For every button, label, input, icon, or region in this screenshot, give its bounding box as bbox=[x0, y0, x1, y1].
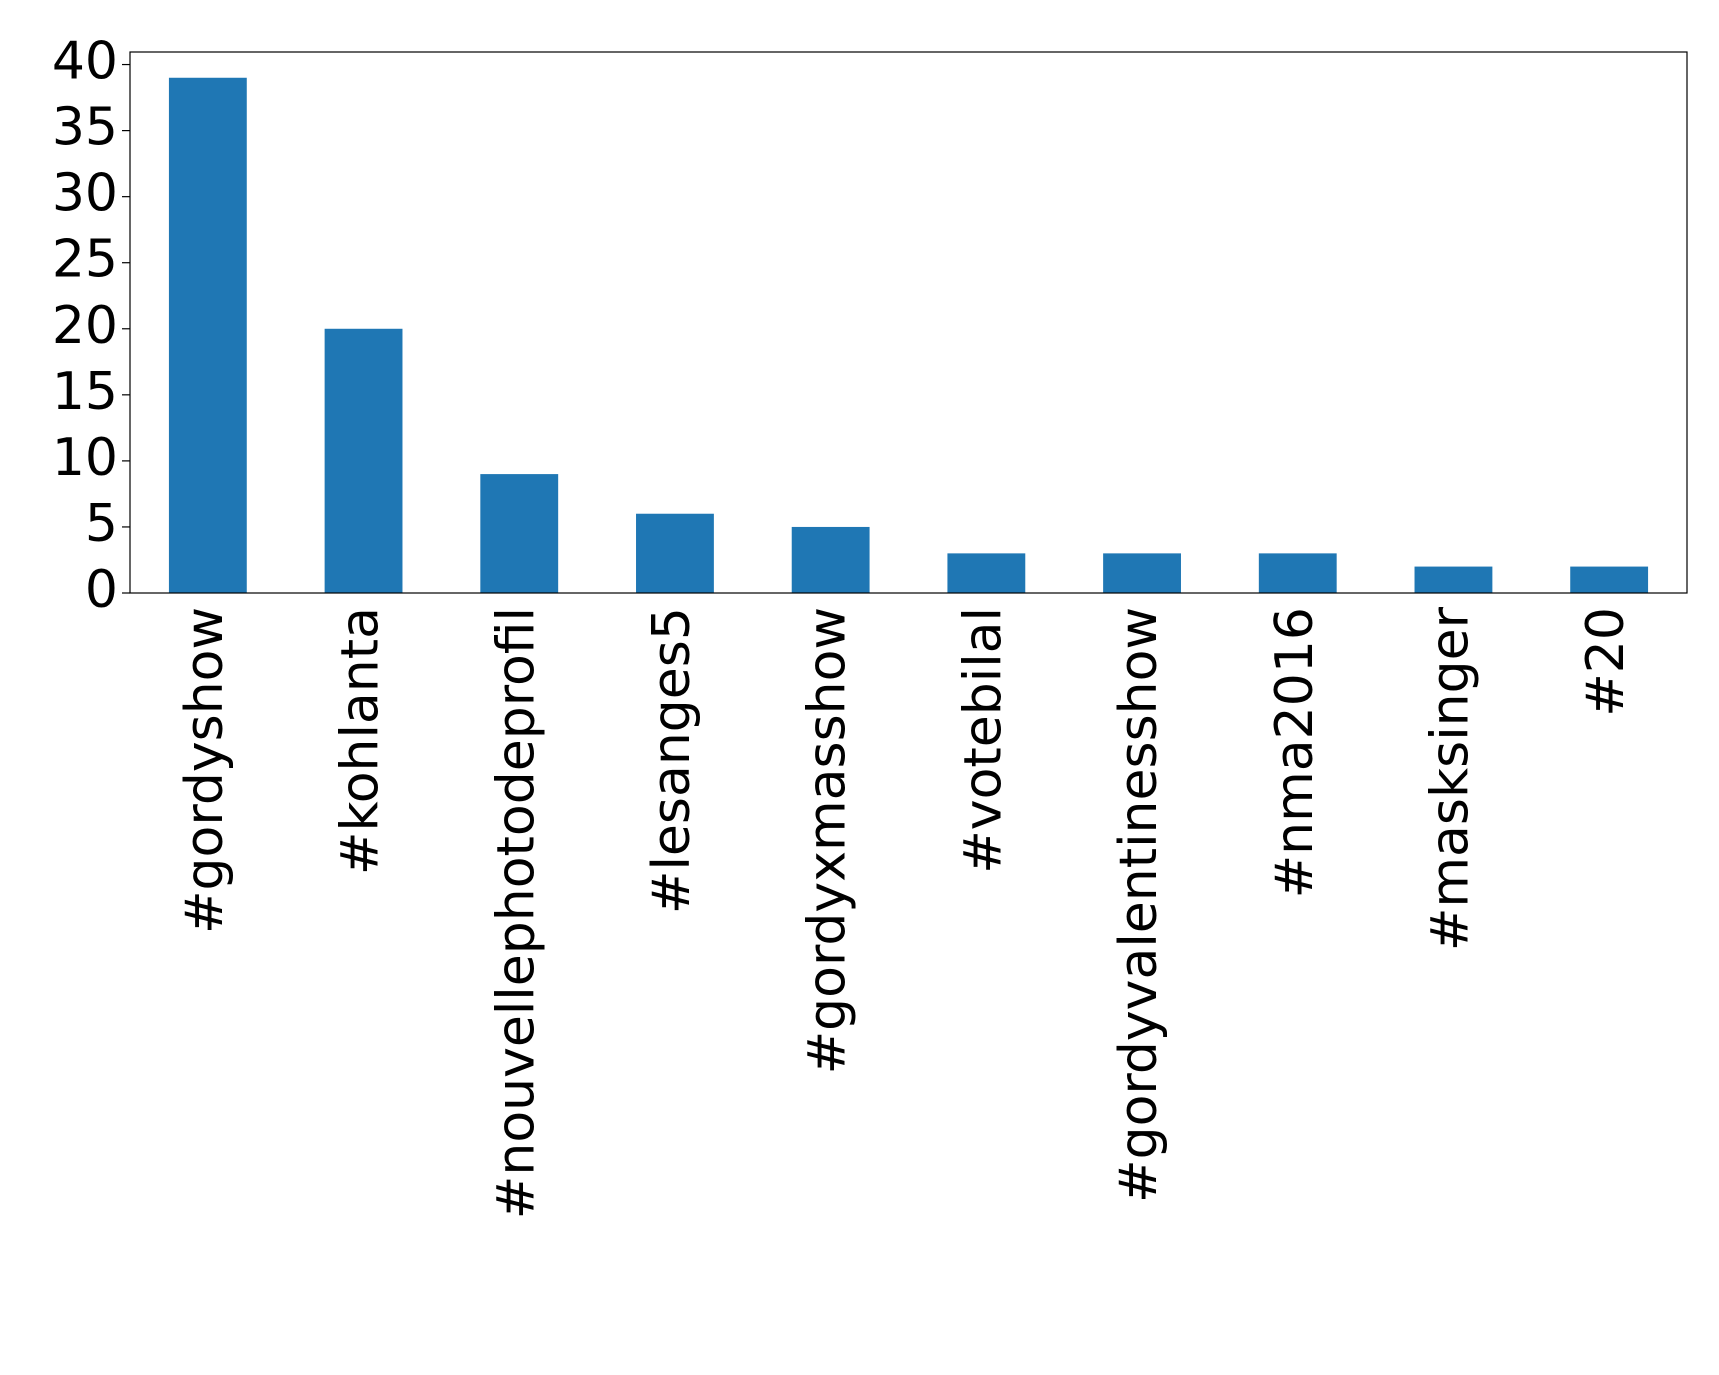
y-tick-label: 30 bbox=[52, 164, 118, 224]
y-tick-label: 40 bbox=[52, 32, 118, 92]
x-tick-label: #masksinger bbox=[1420, 606, 1480, 951]
bar bbox=[1414, 566, 1493, 593]
x-tick-label: #gordyxmasshow bbox=[798, 607, 858, 1074]
bar bbox=[1103, 553, 1181, 593]
bar bbox=[324, 328, 403, 593]
x-tick-label: #gordyshow bbox=[175, 607, 235, 934]
bar bbox=[480, 474, 559, 593]
x-tick-label: #nma2016 bbox=[1265, 607, 1325, 898]
x-tick-label: #votebilal bbox=[953, 607, 1013, 874]
y-tick-label: 5 bbox=[85, 494, 118, 554]
x-tick-label: #kohlanta bbox=[331, 607, 391, 875]
x-tick-label: #lesanges5 bbox=[642, 607, 702, 914]
bar bbox=[1570, 566, 1649, 593]
bar bbox=[636, 513, 714, 593]
y-tick-label: 20 bbox=[52, 296, 118, 356]
y-tick-label: 35 bbox=[52, 98, 118, 158]
bar bbox=[1258, 553, 1337, 593]
plot-frame bbox=[129, 51, 1688, 594]
y-tick-label: 10 bbox=[52, 428, 118, 488]
y-tick-label: 0 bbox=[85, 560, 118, 620]
bar bbox=[947, 553, 1026, 593]
bar bbox=[791, 526, 870, 593]
bar bbox=[168, 77, 247, 593]
y-tick-label: 25 bbox=[52, 230, 118, 290]
x-tick-label: #20 bbox=[1576, 607, 1636, 717]
y-tick-label: 15 bbox=[52, 362, 118, 422]
x-tick-label: #nouvellephotodeprofil bbox=[486, 607, 546, 1219]
x-tick-label: #gordyvalentinesshow bbox=[1109, 607, 1169, 1203]
